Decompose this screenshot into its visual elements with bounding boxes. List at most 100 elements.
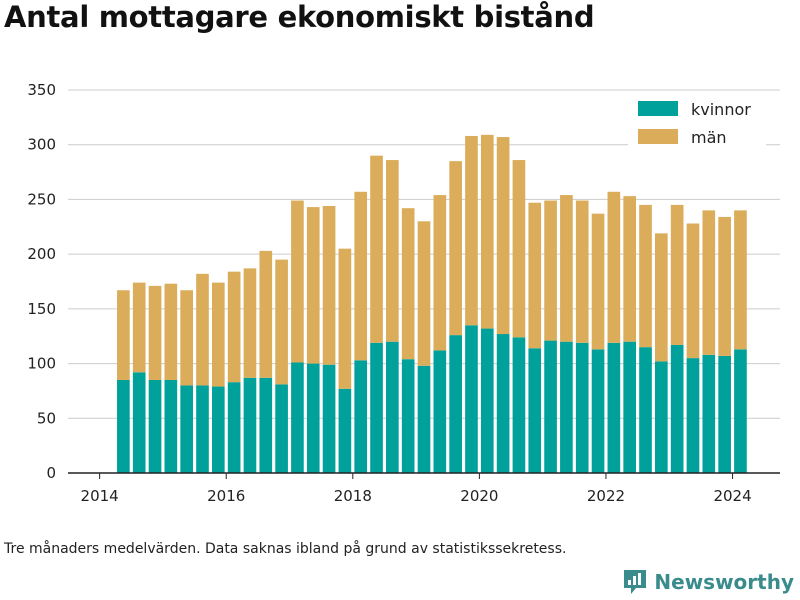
x-tick-label: 2022	[587, 487, 625, 505]
bar-kvinnor	[560, 341, 573, 473]
bar-man	[686, 223, 700, 359]
x-tick-label: 2024	[713, 487, 751, 505]
bar-kvinnor	[512, 337, 526, 473]
bar-kvinnor	[465, 325, 478, 473]
bar-kvinnor	[449, 335, 462, 473]
bar-man	[211, 282, 225, 387]
chart-title: Antal mottagare ekonomiskt bistånd	[4, 0, 595, 34]
brand-name: Newsworthy	[654, 570, 794, 594]
bar-man	[338, 248, 352, 389]
legend-swatch	[638, 129, 678, 144]
bar-kvinnor	[117, 379, 130, 473]
bar-man	[132, 282, 146, 373]
bar-kvinnor	[180, 385, 193, 473]
bar-man	[465, 135, 478, 326]
legend: kvinnor män	[628, 95, 766, 150]
bar-man	[496, 137, 510, 335]
y-tick-label: 0	[46, 464, 56, 482]
bar-kvinnor	[164, 379, 178, 473]
bar-kvinnor	[480, 328, 494, 473]
bar-kvinnor	[227, 382, 241, 473]
bar-man	[655, 233, 668, 362]
axes: 0 50 100 150 200 250 300 350 2014 2016 2018 2020 202…	[27, 81, 780, 505]
bar-chart-icon	[624, 570, 647, 594]
y-tick-label: 350	[27, 81, 56, 99]
bar-man	[386, 160, 399, 342]
bars	[117, 134, 747, 473]
bar-man	[670, 204, 684, 345]
bar-kvinnor	[718, 355, 731, 473]
bar-man	[148, 285, 162, 380]
bar-man	[639, 204, 652, 348]
bar-kvinnor	[148, 379, 162, 473]
bar-kvinnor	[338, 388, 352, 473]
bar-man	[480, 134, 494, 329]
bar-kvinnor	[259, 377, 273, 473]
bar-man	[591, 213, 605, 350]
bar-kvinnor	[575, 342, 589, 473]
bar-kvinnor	[196, 385, 209, 473]
bar-man	[575, 200, 589, 343]
brand-logo[interactable]: Newsworthy	[622, 568, 794, 596]
bar-man	[164, 283, 178, 380]
bar-man	[306, 207, 320, 364]
chart: 0 50 100 150 200 250 300 350 2014 2016 2018 2020 202…	[27, 81, 780, 505]
bar-kvinnor	[354, 360, 368, 473]
bar-man	[196, 273, 209, 386]
bar-kvinnor	[243, 377, 257, 473]
bar-kvinnor	[401, 359, 415, 473]
bar-man	[528, 202, 542, 349]
y-tick-label: 200	[27, 245, 56, 263]
x-tick-label: 2020	[460, 487, 498, 505]
x-tick-label: 2018	[334, 487, 372, 505]
bar-man	[117, 290, 130, 380]
bar-kvinnor	[591, 349, 605, 473]
bar-man	[544, 200, 557, 341]
legend-label: män	[691, 128, 727, 147]
bar-man	[512, 160, 526, 338]
bar-kvinnor	[623, 341, 637, 473]
bar-kvinnor	[306, 363, 320, 473]
bar-kvinnor	[211, 386, 225, 473]
bar-man	[370, 155, 383, 343]
bar-man	[623, 196, 637, 342]
bar-kvinnor	[670, 344, 684, 473]
bar-kvinnor	[544, 340, 557, 473]
bar-man	[322, 205, 336, 365]
x-tick-label: 2014	[81, 487, 119, 505]
bar-man	[702, 210, 716, 355]
y-tick-label: 300	[27, 136, 56, 154]
bar-kvinnor	[607, 342, 621, 473]
bar-man	[227, 271, 241, 383]
x-tick-label: 2016	[207, 487, 245, 505]
bar-man	[734, 210, 747, 350]
bar-kvinnor	[275, 384, 288, 473]
bar-man	[718, 216, 731, 356]
bar-man	[243, 268, 257, 378]
bar-kvinnor	[734, 349, 747, 473]
y-tick-label: 250	[27, 190, 56, 208]
bar-man	[449, 161, 462, 336]
legend-swatch	[638, 101, 678, 116]
bar-kvinnor	[132, 372, 146, 473]
bar-kvinnor	[655, 361, 668, 473]
bar-kvinnor	[433, 350, 447, 473]
bar-kvinnor	[417, 365, 431, 473]
bar-man	[607, 191, 621, 343]
y-tick-label: 150	[27, 300, 56, 318]
bar-kvinnor	[291, 362, 304, 473]
bar-man	[433, 195, 447, 351]
bar-kvinnor	[496, 334, 510, 473]
bar-kvinnor	[528, 348, 542, 473]
bar-man	[259, 250, 273, 378]
legend-label: kvinnor	[691, 100, 751, 119]
bar-man	[354, 191, 368, 361]
bar-man	[291, 200, 304, 363]
bar-kvinnor	[702, 354, 716, 473]
y-tick-label: 100	[27, 355, 56, 373]
y-tick-label: 50	[37, 409, 56, 427]
bar-kvinnor	[386, 341, 399, 473]
bar-man	[401, 208, 415, 360]
bar-man	[560, 195, 573, 342]
bar-man	[275, 259, 288, 385]
